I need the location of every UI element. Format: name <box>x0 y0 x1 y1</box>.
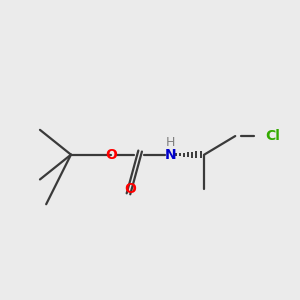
Text: H: H <box>166 136 175 149</box>
Text: O: O <box>105 148 117 162</box>
Text: Cl: Cl <box>266 129 280 143</box>
Text: O: O <box>124 182 136 196</box>
Text: N: N <box>164 148 176 162</box>
